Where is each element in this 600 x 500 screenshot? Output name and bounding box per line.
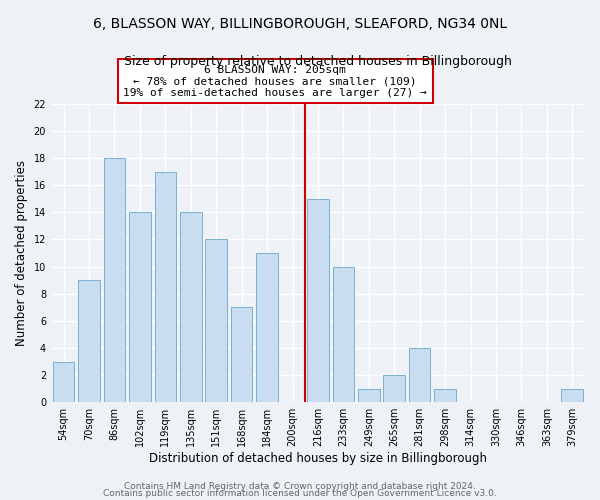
Bar (434, 388, 456, 402)
Bar (53, 362, 74, 402)
Bar (155, 172, 176, 402)
Y-axis label: Number of detached properties: Number of detached properties (15, 160, 28, 346)
Bar (231, 308, 253, 402)
Bar (332, 266, 354, 402)
Bar (409, 348, 430, 402)
Text: 6 BLASSON WAY: 205sqm
← 78% of detached houses are smaller (109)
19% of semi-det: 6 BLASSON WAY: 205sqm ← 78% of detached … (124, 64, 427, 98)
Bar (78, 280, 100, 402)
Text: Contains HM Land Registry data © Crown copyright and database right 2024.: Contains HM Land Registry data © Crown c… (124, 482, 476, 491)
Bar (562, 388, 583, 402)
Text: 6, BLASSON WAY, BILLINGBOROUGH, SLEAFORD, NG34 0NL: 6, BLASSON WAY, BILLINGBOROUGH, SLEAFORD… (93, 18, 507, 32)
Bar (256, 253, 278, 402)
Bar (358, 388, 380, 402)
Bar (104, 158, 125, 402)
Bar (307, 199, 329, 402)
Bar (383, 375, 405, 402)
Bar (129, 212, 151, 402)
Bar (205, 240, 227, 402)
Bar (180, 212, 202, 402)
Text: Contains public sector information licensed under the Open Government Licence v3: Contains public sector information licen… (103, 489, 497, 498)
Title: Size of property relative to detached houses in Billingborough: Size of property relative to detached ho… (124, 55, 512, 68)
X-axis label: Distribution of detached houses by size in Billingborough: Distribution of detached houses by size … (149, 452, 487, 465)
